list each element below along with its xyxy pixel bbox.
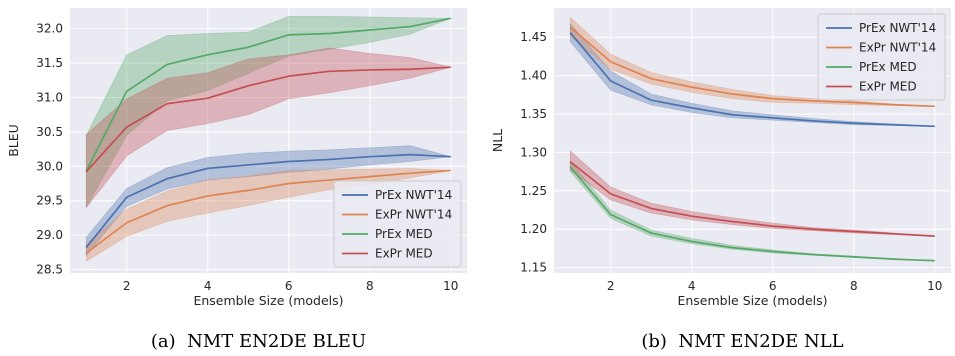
panel-nll: 1.15 1.20 1.25 1.30 1.35 1.40 1.45 2 4 6 8 10 Ense… (490, 8, 951, 352)
series-line (85, 17, 451, 172)
legend-label: ExPr MED (375, 247, 433, 261)
y-tick-labels: 28.5 29.0 29.5 30.0 30.5 31.0 31.5 32.0 (36, 22, 63, 277)
x-tick-label: 2 (607, 279, 615, 293)
series-line (85, 66, 451, 173)
x-tick-label: 2 (123, 279, 131, 293)
legend-label: ExPr NWT'14 (375, 208, 452, 222)
y-tick-label: 1.20 (520, 222, 547, 236)
x-tick-label: 10 (443, 279, 458, 293)
x-tick-label: 10 (927, 279, 942, 293)
y-axis-label: NLL (490, 129, 505, 152)
y-tick-label: 1.25 (520, 184, 547, 198)
y-tick-label: 28.5 (36, 263, 63, 277)
caption: (b) NMT EN2DE NLL (641, 331, 843, 352)
legend: PrEx NWT'14 ExPr NWT'14 PrEx MED ExPr MED (333, 180, 462, 268)
x-tick-label: 4 (204, 279, 212, 293)
y-tick-label: 31.5 (36, 56, 63, 70)
legend: PrEx NWT'14 ExPr NWT'14 PrEx MED ExPr MED (817, 13, 946, 101)
y-tick-label: 29.0 (36, 228, 63, 242)
x-axis-label: Ensemble Size (models) (193, 293, 343, 308)
legend-label: PrEx MED (859, 60, 917, 74)
y-tick-label: 1.35 (520, 107, 547, 121)
y-tick-label: 32.0 (36, 22, 63, 36)
confidence-band (85, 168, 451, 262)
caption: (a) NMT EN2DE BLEU (151, 331, 366, 352)
series-line (569, 166, 935, 262)
legend-label: ExPr MED (859, 80, 917, 94)
y-axis-label: BLEU (6, 124, 21, 157)
x-tick-label: 8 (850, 279, 858, 293)
x-axis-label: Ensemble Size (models) (677, 293, 827, 308)
legend-label: PrEx NWT'14 (859, 21, 936, 35)
x-tick-label: 8 (366, 279, 374, 293)
y-tick-label: 30.5 (36, 125, 63, 139)
grid (70, 8, 467, 273)
series-line (569, 160, 935, 237)
y-tick-label: 1.40 (520, 69, 547, 83)
y-tick-label: 29.5 (36, 194, 63, 208)
x-tick-label: 4 (688, 279, 696, 293)
series-line (569, 32, 935, 128)
series-lines (569, 26, 935, 262)
legend-box (333, 180, 462, 268)
series-line (85, 153, 451, 249)
x-tick-label: 6 (769, 279, 777, 293)
series-line (569, 26, 935, 108)
confidence-bands (85, 15, 451, 262)
x-tick-labels: 2 4 6 8 10 (607, 279, 943, 293)
legend-label: ExPr NWT'14 (859, 41, 936, 55)
series-line (85, 169, 451, 254)
legend-label: PrEx NWT'14 (375, 188, 452, 202)
confidence-band (85, 15, 451, 209)
confidence-band (85, 145, 451, 257)
legend-label: PrEx MED (375, 227, 433, 241)
x-tick-labels: 2 4 6 8 10 (123, 279, 459, 293)
y-tick-label: 1.30 (520, 145, 547, 159)
y-tick-labels: 1.15 1.20 1.25 1.30 1.35 1.40 1.45 (520, 30, 547, 274)
x-tick-label: 6 (285, 279, 293, 293)
series-lines (85, 17, 451, 254)
y-tick-label: 31.0 (36, 90, 63, 104)
y-tick-label: 30.0 (36, 159, 63, 173)
panel-bleu: 28.529.029.530.030.531.031.532.0 2 4 6 8 10 … (6, 8, 467, 352)
legend-box (817, 13, 946, 101)
y-tick-label: 1.15 (520, 261, 547, 275)
y-tick-label: 1.45 (520, 30, 547, 44)
confidence-band (85, 47, 451, 209)
